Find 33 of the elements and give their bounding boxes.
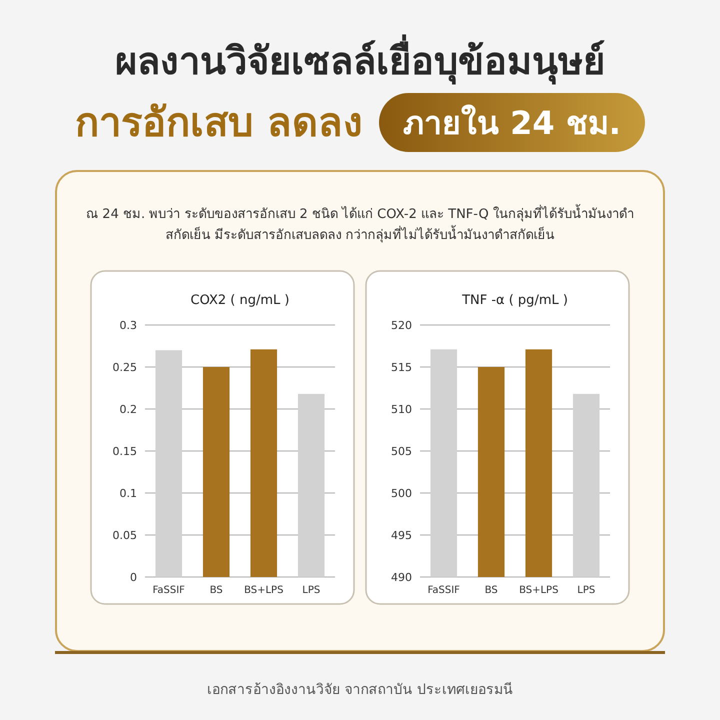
y-tick-label: 500	[391, 487, 412, 500]
bar	[250, 349, 278, 577]
y-tick-label: 0	[130, 571, 137, 584]
x-tick-label: LPS	[577, 585, 596, 596]
text: ณ 24 ชม. พบว่า ระดับของสารอักเสบ 2 ชนิด ได้แก่ COX-2 และ TNF-Q ในกลุ่มที่ได้รับน้ำมันงาดำสกัดเย็น มีระดับสารอักเสบลดลง กว่ากลุ่มที่ไม่ได้รับน้ำมันงาดำสกัดเย็น	[85, 204, 635, 245]
bar	[155, 350, 182, 577]
y-tick-label: 510	[391, 403, 412, 416]
y-tick-label: 495	[391, 529, 412, 542]
y-tick-label: 505	[391, 445, 412, 458]
x-tick-label: BS+LPS	[244, 585, 284, 596]
y-tick-label: 0.2	[120, 403, 137, 416]
chart-title: TNF -α ( pg/mL )	[461, 293, 568, 308]
x-tick-label: BS+LPS	[519, 585, 558, 596]
chart-title: COX2 ( ng/mL )	[190, 293, 290, 308]
text: เอกสารอ้างอิงงานวิจัย จากสถาบัน ประเทศเยอรมนี	[206, 681, 514, 700]
y-tick-label: 490	[391, 571, 412, 584]
y-tick-label: 0.15	[112, 445, 137, 458]
y-tick-label: 515	[391, 361, 412, 374]
x-tick-label: BS	[210, 585, 223, 596]
text: การอักเสบ ลดลง	[75, 100, 363, 146]
y-tick-label: 0.05	[112, 529, 137, 542]
y-tick-label: 0.1	[120, 487, 137, 500]
x-tick-label: FaSSIF	[152, 585, 186, 596]
y-tick-label: 0.25	[112, 361, 137, 374]
text: ภายใน 24 ชม.	[378, 92, 645, 152]
x-tick-label: BS	[484, 585, 498, 596]
x-tick-label: FaSSIF	[428, 585, 460, 596]
y-tick-label: 0.3	[120, 319, 137, 332]
bar	[202, 367, 230, 577]
bar	[298, 394, 325, 577]
y-tick-label: 520	[391, 319, 412, 332]
x-tick-label: LPS	[302, 585, 320, 596]
text: ผลงานวิจัยเซลล์เยื่อบุข้อมนุษย์	[114, 33, 606, 86]
